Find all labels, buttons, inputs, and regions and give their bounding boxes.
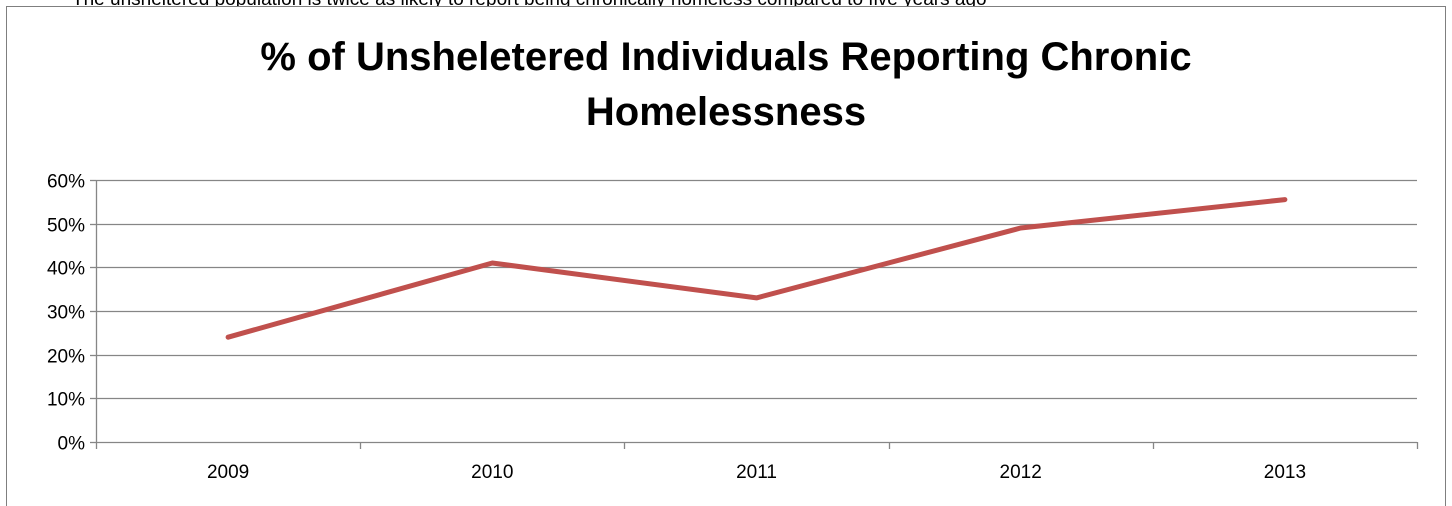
series-line-0	[225, 197, 1288, 340]
x-axis-tick-labels: 2009 2010 2011 2012 2013	[207, 462, 1306, 483]
y-tick-label: 0%	[58, 434, 86, 455]
chart-title-line-1: % of Unsheletered Individuals Reporting …	[260, 35, 1192, 79]
y-tick-label: 20%	[47, 347, 85, 368]
chart-title-line-2: Homelessness	[585, 90, 867, 134]
gridlines	[96, 179, 1417, 400]
x-tick-label: 2009	[207, 462, 249, 483]
chart-title: % of Unsheletered Individuals Reporting …	[0, 30, 1452, 140]
chart-caption: The unsheltered population is twice as l…	[72, 0, 1452, 11]
series	[225, 197, 1288, 340]
y-tick-label: 60%	[47, 172, 85, 193]
axes	[90, 179, 1419, 449]
y-tick-label: 30%	[47, 303, 85, 324]
y-tick-label: 50%	[47, 216, 85, 237]
y-axis-tick-labels: 0% 10% 20% 30% 40% 50% 60%	[47, 172, 85, 455]
x-tick-label: 2012	[1000, 462, 1042, 483]
chart-frame	[6, 6, 1446, 506]
x-tick-label: 2010	[471, 462, 513, 483]
y-tick-label: 10%	[47, 390, 85, 411]
y-tick-label: 40%	[47, 259, 85, 280]
x-tick-label: 2013	[1264, 462, 1306, 483]
x-tick-label: 2011	[736, 462, 777, 483]
